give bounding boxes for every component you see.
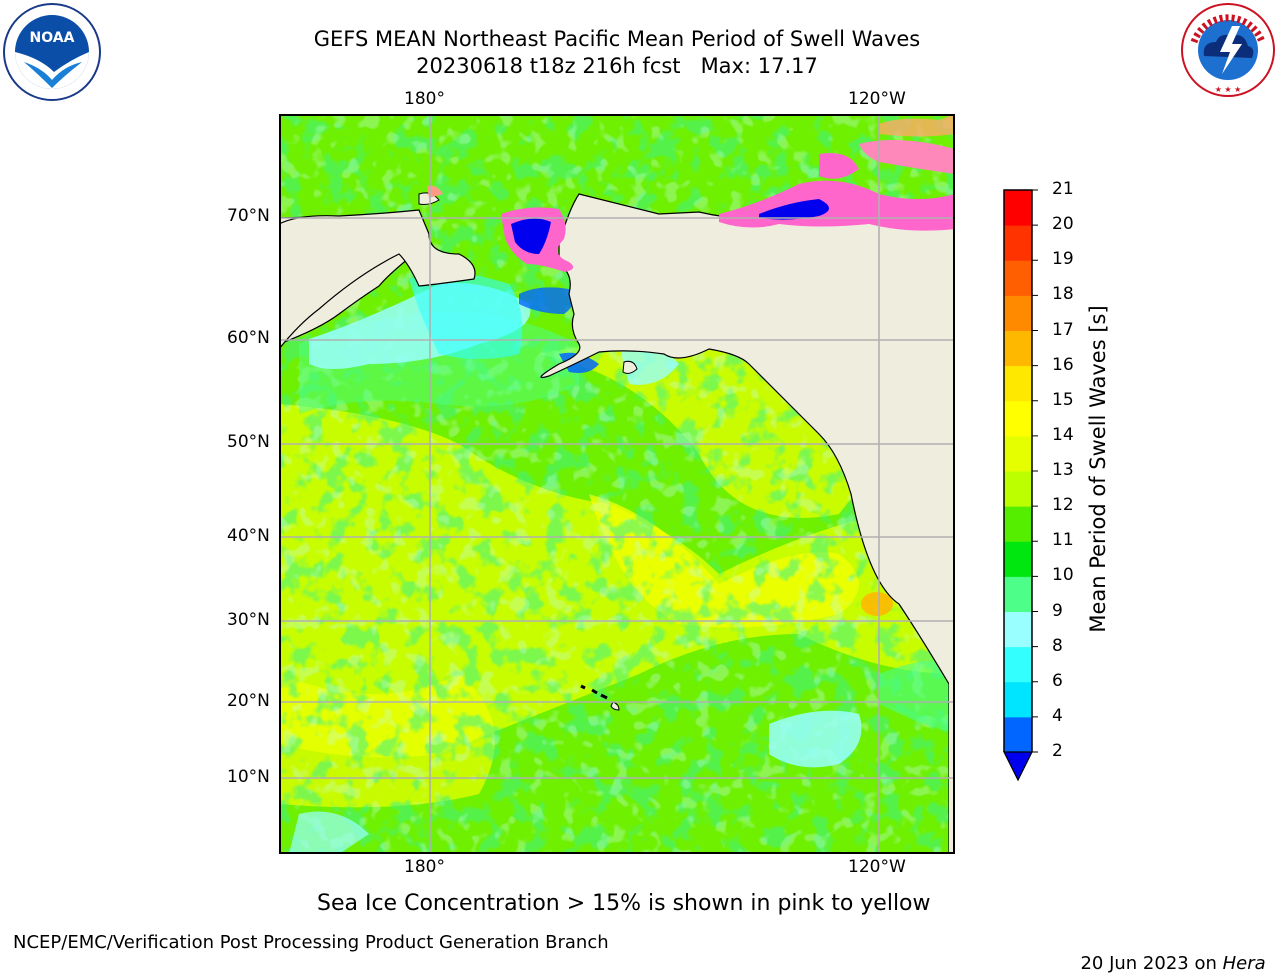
colorbar-swatch (1004, 471, 1032, 507)
colorbar-tick-label: 20 (1052, 214, 1074, 235)
colorbar-tick-label: 8 (1052, 635, 1063, 656)
colorbar-tick-label: 4 (1052, 705, 1063, 726)
chart-subtitle: 20230618 t18z 216h fcst Max: 17.17 (416, 54, 818, 78)
map-panel (279, 114, 955, 854)
svg-text:★ ★ ★: ★ ★ ★ (1215, 85, 1242, 94)
colorbar-svg (1003, 189, 1038, 782)
colorbar-tick-label: 18 (1052, 284, 1074, 305)
nws-logo: ★ ★ ★ (1180, 2, 1276, 98)
colorbar-swatch (1004, 400, 1032, 437)
sea-ice-note: Sea Ice Concentration > 15% is shown in … (317, 891, 931, 916)
colorbar-tick-label: 21 (1052, 179, 1074, 199)
credit-text: NCEP/EMC/Verification Post Processing Pr… (13, 932, 609, 953)
colorbar-tick-label: 10 (1052, 565, 1074, 586)
colorbar-tick-label: 12 (1052, 495, 1074, 516)
run-date: 20 Jun 2023 on Hera (1069, 932, 1266, 974)
colorbar-tick-label: 6 (1052, 670, 1063, 691)
lat-label-60n: 60°N (227, 328, 270, 348)
swell-period-map (279, 114, 955, 854)
lat-label-70n: 70°N (227, 206, 270, 226)
lat-label-40n: 40°N (227, 526, 270, 546)
lat-label-20n: 20°N (227, 691, 270, 711)
colorbar-swatch (1004, 260, 1032, 296)
colorbar-swatch (1004, 576, 1032, 612)
lon-label-top-180: 180° (404, 89, 445, 109)
colorbar-swatch (1004, 611, 1032, 648)
noaa-logo: NOAA (2, 2, 102, 102)
colorbar-tick-label: 2 (1052, 741, 1063, 761)
colorbar-tick-label: 15 (1052, 389, 1074, 410)
colorbar-swatch (1004, 225, 1032, 261)
colorbar-swatch (1004, 190, 1032, 226)
svg-text:NOAA: NOAA (30, 30, 75, 46)
colorbar-swatch (1004, 541, 1032, 577)
lon-label-top-120w: 120°W (848, 89, 906, 109)
colorbar-tick-label: 11 (1052, 530, 1074, 551)
lat-label-50n: 50°N (227, 432, 270, 452)
colorbar-swatch (1004, 681, 1032, 718)
colorbar-tick-label: 17 (1052, 319, 1074, 340)
colorbar-ticks: 2 4 6 8 9 10 11 12 13 14 15 16 17 18 19 20 21 (1052, 0, 1112, 960)
colorbar-swatch (1004, 646, 1032, 683)
colorbar-tick-label: 9 (1052, 600, 1063, 621)
colorbar-swatch (1004, 295, 1032, 331)
chart-title: GEFS MEAN Northeast Pacific Mean Period … (313, 27, 921, 51)
colorbar-swatch (1004, 435, 1032, 472)
colorbar-under-triangle (1003, 751, 1033, 782)
colorbar-swatch (1004, 716, 1032, 753)
lat-label-30n: 30°N (227, 610, 270, 630)
colorbar-tick-label: 16 (1052, 354, 1074, 375)
lon-label-bottom-180: 180° (404, 857, 445, 877)
lat-label-10n: 10°N (227, 767, 270, 787)
colorbar-tick-label: 14 (1052, 424, 1074, 445)
colorbar (1000, 186, 1040, 786)
colorbar-swatch (1004, 365, 1032, 402)
colorbar-swatch (1004, 330, 1032, 367)
colorbar-swatch (1004, 506, 1032, 542)
run-date-text: 20 Jun 2023 on (1080, 953, 1223, 974)
colorbar-tick-label: 13 (1052, 460, 1074, 480)
colorbar-tick-label: 19 (1052, 249, 1074, 270)
lon-label-bottom-120w: 120°W (848, 857, 906, 877)
colorbar-label: Mean Period of Swell Waves [s] (1086, 305, 1110, 633)
machine-name: Hera (1222, 953, 1266, 974)
